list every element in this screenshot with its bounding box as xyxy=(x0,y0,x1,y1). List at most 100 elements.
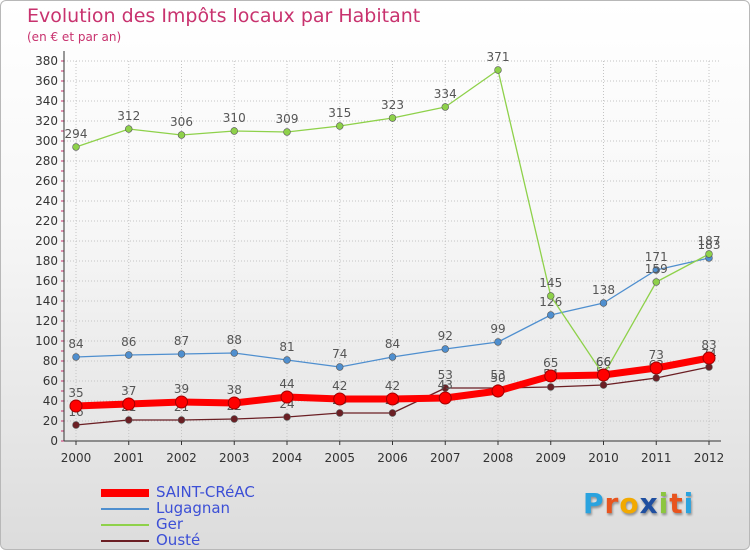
y-tick-label: 140 xyxy=(35,294,58,308)
data-point xyxy=(388,353,397,361)
data-label: 53 xyxy=(438,368,453,382)
data-label: 294 xyxy=(65,127,88,141)
logo-letter: i xyxy=(683,487,695,520)
data-label: 315 xyxy=(328,106,351,120)
data-label: 309 xyxy=(276,112,299,126)
data-point xyxy=(544,369,558,383)
chart-title: Evolution des Impôts locaux par Habitant xyxy=(27,5,421,27)
data-label: 312 xyxy=(117,109,140,123)
data-point xyxy=(125,351,133,359)
data-point xyxy=(438,391,452,405)
legend-swatch xyxy=(101,508,149,510)
legend-label: Lugagnan xyxy=(156,499,231,517)
y-tick-label: 220 xyxy=(35,214,58,228)
data-label: 86 xyxy=(121,335,136,349)
data-label: 37 xyxy=(121,384,136,398)
data-label: 323 xyxy=(381,98,404,112)
chart-subtitle: (en € et par an) xyxy=(27,30,122,44)
data-label: 310 xyxy=(223,111,246,125)
legend-label: SAINT-CRéAC xyxy=(156,483,255,501)
data-point xyxy=(177,350,186,358)
data-point xyxy=(69,399,83,413)
data-point xyxy=(597,368,610,382)
data-point xyxy=(599,381,608,389)
legend-swatch xyxy=(101,524,149,526)
data-point xyxy=(230,415,238,423)
data-point xyxy=(702,351,716,365)
data-point xyxy=(72,353,80,361)
data-point xyxy=(494,338,502,346)
y-tick-label: 380 xyxy=(35,54,58,68)
data-label: 66 xyxy=(596,355,611,369)
logo-letter: P xyxy=(583,487,605,520)
y-tick-label: 40 xyxy=(43,394,58,408)
logo-letter: o xyxy=(619,487,640,520)
x-tick-label: 2001 xyxy=(113,451,144,465)
data-point xyxy=(177,416,186,424)
y-tick-label: 280 xyxy=(35,154,58,168)
data-label: 159 xyxy=(645,262,668,276)
data-label: 171 xyxy=(645,250,668,264)
x-tick-label: 2004 xyxy=(272,451,303,465)
data-label: 73 xyxy=(649,348,664,362)
data-point xyxy=(230,127,238,135)
data-point xyxy=(125,416,133,424)
legend-swatch xyxy=(101,540,149,542)
x-tick-label: 2009 xyxy=(535,451,566,465)
y-tick-label: 300 xyxy=(35,134,58,148)
data-point xyxy=(333,392,347,406)
data-point xyxy=(230,349,238,357)
data-label: 66 xyxy=(596,355,611,369)
data-point xyxy=(649,361,663,375)
data-point xyxy=(652,278,660,286)
data-point xyxy=(386,392,399,406)
data-point xyxy=(72,421,80,429)
data-point xyxy=(283,356,291,364)
y-tick-label: 80 xyxy=(43,354,58,368)
data-label: 334 xyxy=(434,87,457,101)
data-point xyxy=(227,396,241,410)
data-point xyxy=(441,384,449,392)
data-label: 371 xyxy=(487,50,510,64)
data-label: 81 xyxy=(279,340,294,354)
x-tick-label: 2002 xyxy=(166,451,197,465)
x-tick-label: 2008 xyxy=(483,451,514,465)
data-point xyxy=(336,363,344,371)
data-label: 88 xyxy=(227,333,242,347)
logo-letter: t xyxy=(669,487,684,520)
data-point xyxy=(336,122,344,130)
data-point xyxy=(388,409,397,417)
data-point xyxy=(705,363,713,371)
x-tick-label: 2000 xyxy=(61,451,92,465)
y-tick-label: 240 xyxy=(35,194,58,208)
y-tick-label: 340 xyxy=(35,94,58,108)
y-tick-label: 260 xyxy=(35,174,58,188)
data-point xyxy=(125,125,133,133)
legend-swatch xyxy=(101,489,149,497)
x-tick-label: 2010 xyxy=(588,451,619,465)
data-point xyxy=(441,103,449,111)
data-point xyxy=(441,345,449,353)
data-point xyxy=(388,114,397,122)
logo-letter: r xyxy=(604,487,620,520)
logo-letter: x xyxy=(639,487,659,520)
data-label: 187 xyxy=(698,234,721,248)
data-label: 138 xyxy=(592,283,615,297)
data-label: 53 xyxy=(490,368,505,382)
data-label: 42 xyxy=(385,379,400,393)
y-tick-label: 320 xyxy=(35,114,58,128)
data-label: 35 xyxy=(68,386,83,400)
data-label: 74 xyxy=(332,347,347,361)
data-point xyxy=(336,409,344,417)
y-tick-label: 160 xyxy=(35,274,58,288)
data-point xyxy=(547,311,555,319)
data-point xyxy=(283,128,291,136)
data-point xyxy=(283,413,291,421)
y-tick-label: 20 xyxy=(43,414,58,428)
data-label: 306 xyxy=(170,115,193,129)
x-tick-label: 2003 xyxy=(219,451,250,465)
data-label: 38 xyxy=(227,383,242,397)
data-label: 183 xyxy=(698,238,721,252)
